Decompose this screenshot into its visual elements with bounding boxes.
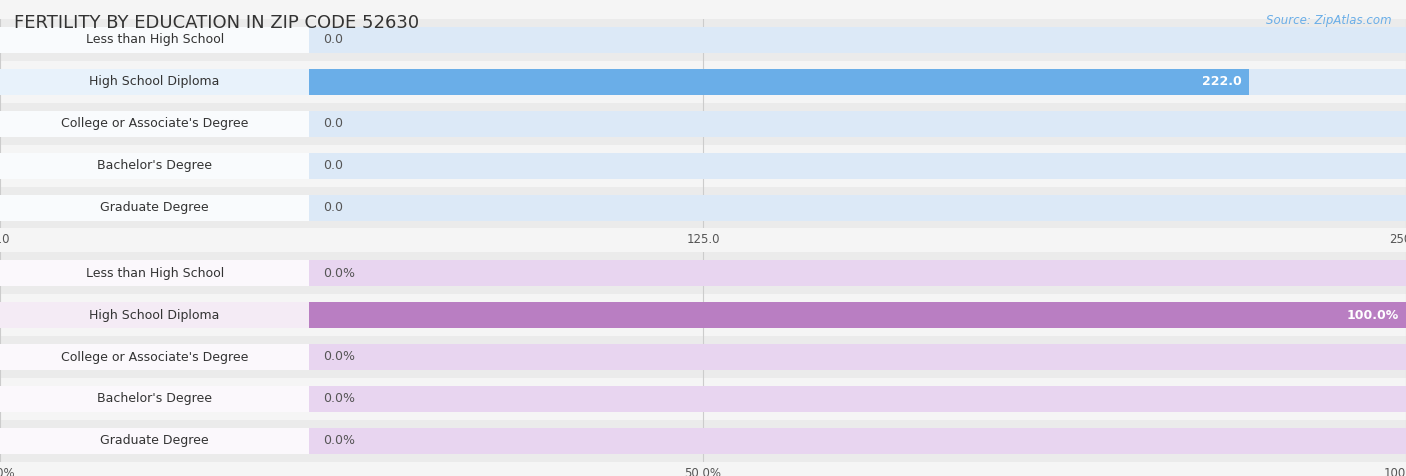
Text: Less than High School: Less than High School [86,33,224,47]
Bar [0,111,1406,137]
Text: 0.0%: 0.0% [323,392,356,406]
Bar [0,428,1406,454]
Text: 0.0%: 0.0% [323,267,356,280]
Bar [0,145,1406,187]
Bar [0,195,309,220]
Text: 0.0: 0.0 [323,201,343,214]
Text: Graduate Degree: Graduate Degree [100,434,209,447]
Bar [0,428,309,454]
Bar [0,111,309,137]
Text: 222.0: 222.0 [1202,75,1241,89]
Text: Graduate Degree: Graduate Degree [100,201,209,214]
Bar [0,187,1406,228]
Bar [0,260,309,286]
Text: High School Diploma: High School Diploma [90,75,219,89]
Text: Bachelor's Degree: Bachelor's Degree [97,159,212,172]
Text: FERTILITY BY EDUCATION IN ZIP CODE 52630: FERTILITY BY EDUCATION IN ZIP CODE 52630 [14,14,419,32]
Bar [0,27,1406,53]
Text: 0.0%: 0.0% [323,350,356,364]
Text: 0.0: 0.0 [323,33,343,47]
Bar [0,386,309,412]
Bar [0,103,1406,145]
Bar [0,302,1406,328]
Bar [0,153,309,178]
Bar [0,386,1406,412]
Text: College or Associate's Degree: College or Associate's Degree [60,350,249,364]
Bar [0,336,1406,378]
Bar [0,302,1406,328]
Text: Bachelor's Degree: Bachelor's Degree [97,392,212,406]
Bar [0,69,1406,95]
Text: 0.0%: 0.0% [323,434,356,447]
Bar [0,252,1406,294]
Text: Less than High School: Less than High School [86,267,224,280]
Bar [0,61,1406,103]
Bar [0,27,309,53]
Bar [0,378,1406,420]
Text: 0.0: 0.0 [323,117,343,130]
Text: Source: ZipAtlas.com: Source: ZipAtlas.com [1267,14,1392,27]
Bar [0,195,1406,220]
Bar [0,294,1406,336]
Text: High School Diploma: High School Diploma [90,308,219,322]
Bar [0,260,1406,286]
Bar [0,302,309,328]
Text: College or Associate's Degree: College or Associate's Degree [60,117,249,130]
Bar [0,153,1406,178]
Bar [0,344,1406,370]
Text: 0.0: 0.0 [323,159,343,172]
Bar [0,69,1249,95]
Bar [0,420,1406,462]
Bar [0,19,1406,61]
Text: 100.0%: 100.0% [1347,308,1399,322]
Bar [0,69,309,95]
Bar [0,344,309,370]
